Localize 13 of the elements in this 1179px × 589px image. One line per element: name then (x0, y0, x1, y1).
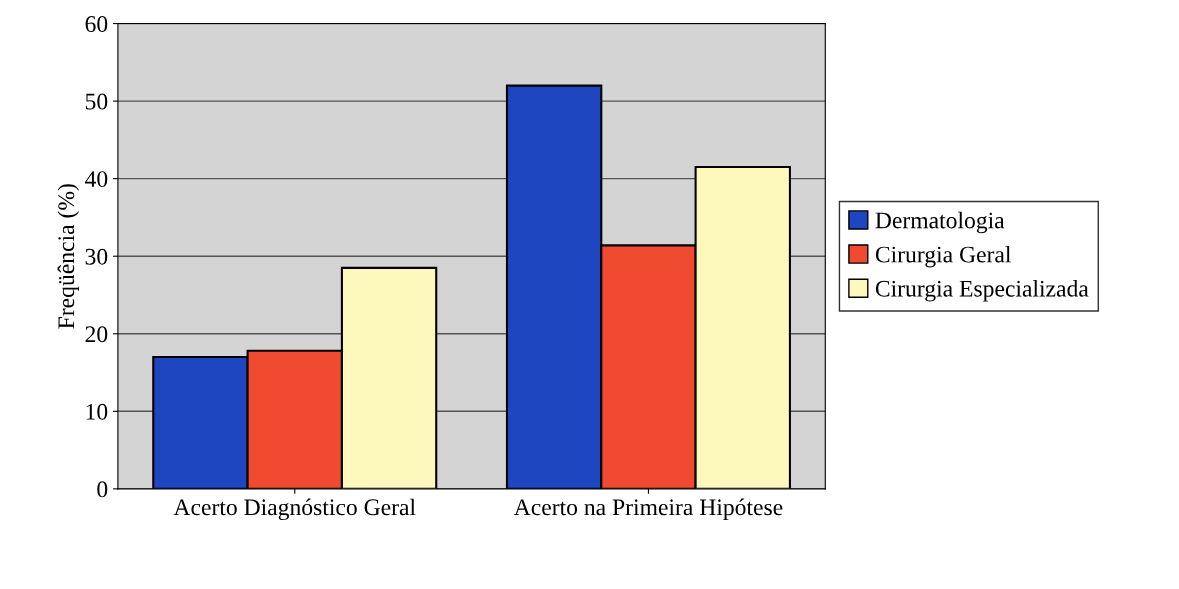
legend-label: Dermatologia (875, 211, 1005, 234)
y-axis-title: Freqüência (%) (57, 184, 80, 329)
y-tick-label: 50 (85, 93, 108, 110)
legend-label: Cirurgia Especializada (875, 280, 1089, 302)
y-tick-label: 10 (86, 403, 108, 420)
y-tick-label: 60 (85, 16, 108, 32)
x-tick-label: Acerto na Primeira Hipótese (513, 498, 783, 521)
legend-label: Cirurgia Geral (875, 245, 1011, 268)
y-tick-label: 40 (85, 171, 108, 188)
x-tick-label: Acerto Diagnóstico Geral (173, 498, 416, 521)
y-tick-label: 30 (85, 248, 108, 265)
y-tick-label: 20 (85, 326, 108, 343)
y-tick-label: 0 (97, 481, 108, 498)
